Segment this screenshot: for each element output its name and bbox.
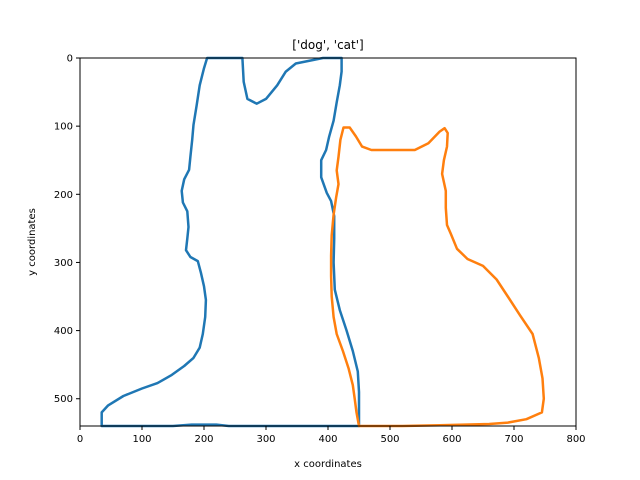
- x-tick-label: 600: [442, 434, 461, 445]
- y-tick-label: 200: [54, 190, 73, 201]
- y-tick-label: 500: [54, 394, 73, 405]
- plot-frame: [79, 57, 577, 427]
- series-line-1: [100, 56, 361, 428]
- x-tick-label: 500: [380, 434, 399, 445]
- x-tick-label: 700: [504, 434, 523, 445]
- series-line-2: [329, 126, 546, 428]
- y-axis-label: y coordinates: [27, 208, 38, 276]
- y-tick-label: 100: [54, 122, 73, 133]
- x-tick-label: 200: [194, 434, 213, 445]
- x-tick-label: 300: [256, 434, 275, 445]
- chart-title: ['dog', 'cat']: [292, 38, 363, 52]
- x-tick-label: 0: [77, 434, 83, 445]
- y-tick-label: 400: [54, 326, 73, 337]
- x-tick-label: 400: [318, 434, 337, 445]
- x-tick-label: 100: [132, 434, 151, 445]
- y-tick-label: 0: [67, 54, 73, 65]
- plot-area: [100, 56, 546, 428]
- y-tick-label: 300: [54, 258, 73, 269]
- axes: 0 100 200 300 400 500 600 700 800 0 100 200 300 400 50…: [54, 54, 586, 446]
- x-tick-label: 800: [566, 434, 585, 445]
- x-axis-label: x coordinates: [294, 459, 362, 470]
